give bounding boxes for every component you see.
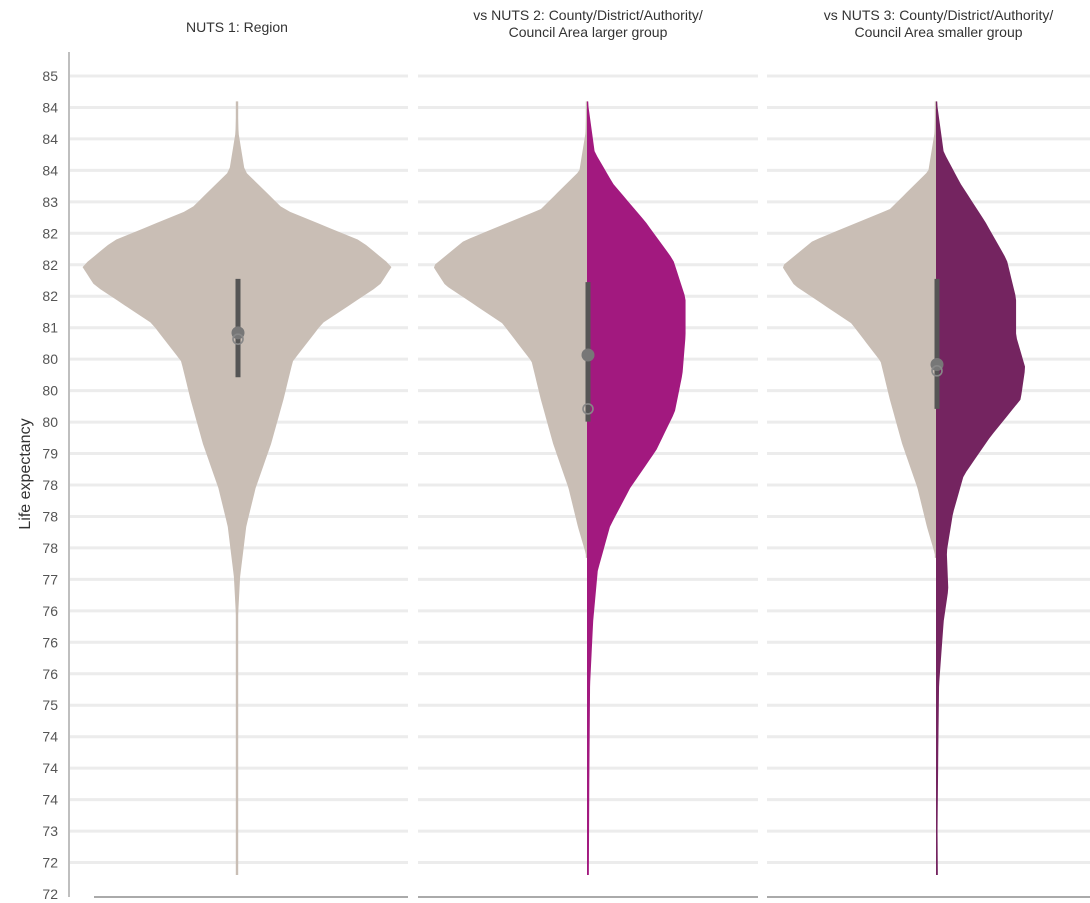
violin-right-half	[936, 101, 1025, 875]
y-tick-label: 72	[42, 886, 58, 902]
y-tick-label: 80	[42, 351, 58, 367]
y-axis: Life expectancy 85 84 84 84 83 82 82 82 81 80 80 80…	[17, 52, 69, 902]
y-tick-label: 78	[42, 540, 58, 556]
violin-left-half	[83, 101, 237, 875]
panel-title: Council Area larger group	[509, 24, 668, 40]
y-tick-label: 84	[42, 162, 58, 178]
panel-title: NUTS 1: Region	[186, 19, 288, 35]
y-tick-label: 74	[42, 760, 58, 776]
violin-panels: NUTS 1: Region vs NUTS 2: County/District…	[83, 7, 1054, 875]
y-tick-label: 78	[42, 508, 58, 524]
y-tick-label: 74	[42, 792, 58, 808]
y-tick-label: 76	[42, 634, 58, 650]
y-tick-label: 79	[42, 446, 58, 462]
violin-panel: NUTS 1: Region	[83, 19, 392, 875]
violin-panel: vs NUTS 3: County/District/Authority/Cou…	[783, 7, 1053, 875]
y-tick-label: 82	[42, 257, 58, 273]
y-tick-label: 80	[42, 414, 58, 430]
violin-right-half	[237, 101, 391, 875]
y-tick-label: 82	[42, 225, 58, 241]
panel-title: vs NUTS 3: County/District/Authority/	[824, 7, 1054, 23]
violin-panel: vs NUTS 2: County/District/Authority/Cou…	[434, 7, 703, 875]
y-tick-label: 77	[42, 571, 58, 587]
y-tick-label: 75	[42, 697, 58, 713]
y-tick-label: 81	[42, 320, 58, 336]
y-tick-label: 80	[42, 383, 58, 399]
y-tick-label: 76	[42, 603, 58, 619]
y-tick-label: 85	[42, 68, 58, 84]
y-tick-label: 83	[42, 194, 58, 210]
mean-point	[582, 349, 595, 362]
y-tick-label: 74	[42, 729, 58, 745]
panel-title: vs NUTS 2: County/District/Authority/	[473, 7, 703, 23]
y-tick-label: 73	[42, 823, 58, 839]
violin-right-half	[587, 101, 686, 875]
y-tick-label: 76	[42, 666, 58, 682]
y-tick-label: 72	[42, 855, 58, 871]
y-tick-label: 78	[42, 477, 58, 493]
y-tick-label: 84	[42, 131, 58, 147]
y-tick-label: 82	[42, 288, 58, 304]
y-axis-title: Life expectancy	[17, 418, 34, 529]
panel-title: Council Area smaller group	[854, 24, 1022, 40]
y-tick-label: 84	[42, 99, 58, 115]
